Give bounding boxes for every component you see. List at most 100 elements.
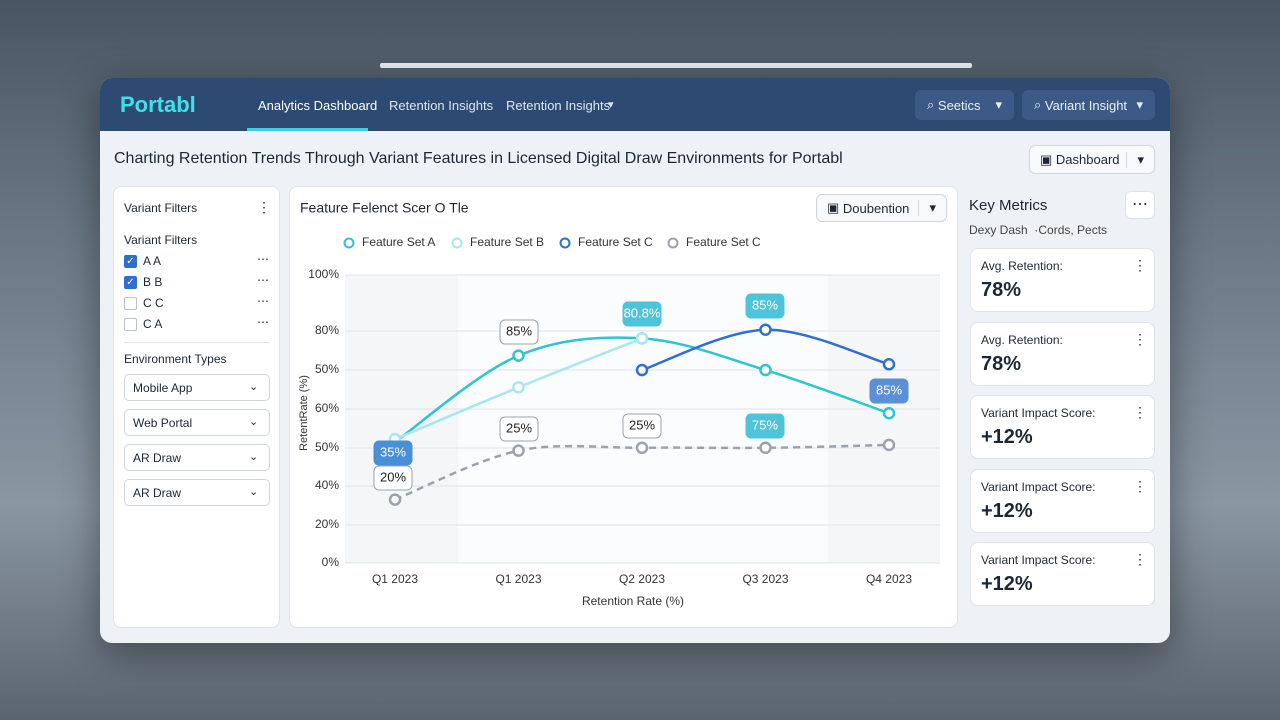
annotation-label: 75%: [752, 417, 778, 432]
more-icon[interactable]: ⋯: [257, 252, 269, 266]
menu-icon[interactable]: ⋮: [1133, 551, 1147, 567]
menu-icon[interactable]: ⋮: [1133, 330, 1147, 347]
metric-value: +12%: [981, 573, 1033, 595]
env-select[interactable]: AR Draw ⌄: [124, 479, 270, 506]
filter-label: A A: [143, 254, 162, 268]
metric-value: +12%: [981, 426, 1033, 448]
logo[interactable]: Portabl: [120, 92, 196, 117]
legend-marker: [451, 237, 463, 249]
metric-label: Variant Impact Score:: [981, 479, 1096, 494]
filters-subtitle: Variant Filters: [124, 233, 198, 247]
annotation-label: 20%: [380, 469, 406, 484]
more-icon[interactable]: ⋯: [257, 315, 269, 329]
menu-icon[interactable]: ⋮: [1133, 404, 1147, 420]
x-axis-label: Retention Rate (%): [582, 594, 684, 608]
legend-label: Feature Set A: [362, 235, 435, 249]
menu-icon[interactable]: ⋮: [1133, 257, 1147, 273]
icon: ⌕: [927, 97, 938, 112]
annotation-label: 85%: [506, 323, 532, 338]
data-point: [759, 441, 772, 455]
legend-label: Feature Set C: [578, 235, 653, 249]
y-tick-label: 0%: [322, 555, 340, 569]
env-select[interactable]: Web Portal ⌄: [124, 409, 270, 436]
annotation-label: 25%: [629, 417, 655, 432]
annotation-box: [499, 319, 539, 345]
annotation-label: 85%: [752, 297, 778, 312]
checkbox[interactable]: ✓: [124, 255, 137, 268]
env-select[interactable]: AR Draw ⌄: [124, 444, 270, 471]
x-tick-label: Q2 2023: [619, 572, 665, 586]
caret: ▾: [995, 97, 1002, 112]
data-point: [635, 332, 649, 345]
more-icon[interactable]: ⋯: [257, 294, 269, 308]
checkbox[interactable]: ✓: [124, 276, 137, 289]
data-point: [512, 381, 525, 394]
annotation-box: [373, 465, 413, 491]
select-label: AR Draw: [133, 451, 182, 465]
y-tick-label: 60%: [315, 401, 339, 415]
metric-card: Avg. Retention: 78% ⋮: [970, 321, 1155, 386]
data-point: [635, 441, 649, 455]
menu-icon[interactable]: ⋮: [257, 199, 271, 215]
dashboard-button[interactable]: ▣ Dashboard ▾: [1029, 145, 1155, 174]
y-axis-label: RetentRate (%): [298, 375, 310, 451]
annotation-label: 85%: [876, 382, 902, 397]
nav-tab[interactable]: Retention Insights: [389, 98, 494, 113]
metric-label: Variant Impact Score:: [981, 406, 1096, 420]
y-tick-label: 100%: [308, 267, 339, 281]
filter-label: B B: [143, 275, 163, 289]
x-tick-label: Q1 2023: [372, 572, 418, 586]
active-tab-indicator: [247, 128, 368, 131]
filters-panel: Variant Filters ⋮ Variant Filters Enviro…: [113, 186, 280, 628]
metric-value: +12%: [981, 499, 1033, 522]
metrics-title: Key Metrics: [969, 197, 1048, 214]
metric-label: Avg. Retention:: [981, 259, 1063, 273]
data-point: [512, 349, 525, 362]
annotation-box: [745, 413, 785, 439]
data-point: [759, 363, 772, 377]
caret: ▾: [1126, 151, 1144, 168]
select-label: Web Portal: [133, 416, 193, 430]
search-box[interactable]: ⌕ Variant Insight ▾: [1022, 90, 1155, 120]
nav-tab[interactable]: Analytics Dashboard: [258, 98, 378, 113]
icon: ▣: [827, 200, 843, 215]
caret: ▾: [1136, 97, 1143, 112]
checkbox[interactable]: [124, 297, 137, 310]
dropdown-caret: ▾: [608, 99, 614, 111]
caret: ▾: [918, 200, 936, 216]
metric-label: Avg. Retention:: [981, 332, 1063, 347]
filter-label: C A: [143, 317, 163, 331]
ceiling-light: [380, 63, 972, 68]
caret: ⌄: [249, 416, 259, 428]
metric-value: 78%: [981, 352, 1022, 375]
legend-label: Feature Set B: [470, 235, 544, 249]
search-box[interactable]: ⌕ Seetics ▾: [915, 90, 1014, 120]
chart-title: Feature Felenct Scer O Tle: [300, 200, 469, 216]
more-icon[interactable]: ⋯: [257, 273, 269, 287]
data-point: [882, 406, 896, 420]
metrics-subtitle: Dexy Dash ·Cords, Pects: [969, 223, 1108, 237]
data-point: [882, 358, 896, 371]
annotation-label: 25%: [506, 420, 532, 435]
checkbox[interactable]: [124, 318, 137, 331]
env-select[interactable]: Mobile App ⌄: [124, 374, 270, 401]
menu-button[interactable]: ⋯: [1125, 191, 1155, 219]
data-point: [759, 323, 772, 336]
metric-card: Variant Impact Score: +12% ⋮: [970, 542, 1155, 606]
page-title: Charting Retention Trends Through Varian…: [114, 150, 843, 167]
data-point: [635, 363, 649, 377]
chart-button[interactable]: ▣ Doubention ▾: [816, 194, 947, 222]
legend-label: Feature Set C: [686, 235, 761, 249]
legend-marker: [343, 237, 355, 249]
select-label: Mobile App: [133, 381, 193, 395]
button-label: Doubention: [842, 200, 910, 216]
nav-tab[interactable]: Retention Insights: [506, 98, 611, 113]
caret: ⌄: [249, 486, 259, 498]
metric-card: Avg. Retention: 78% ⋮: [970, 248, 1155, 312]
menu-icon[interactable]: ⋮: [1133, 477, 1147, 494]
metric-card: Variant Impact Score: +12% ⋮: [970, 395, 1155, 459]
filters-title: Variant Filters: [124, 201, 198, 215]
x-tick-label: Q1 2023: [495, 572, 541, 586]
